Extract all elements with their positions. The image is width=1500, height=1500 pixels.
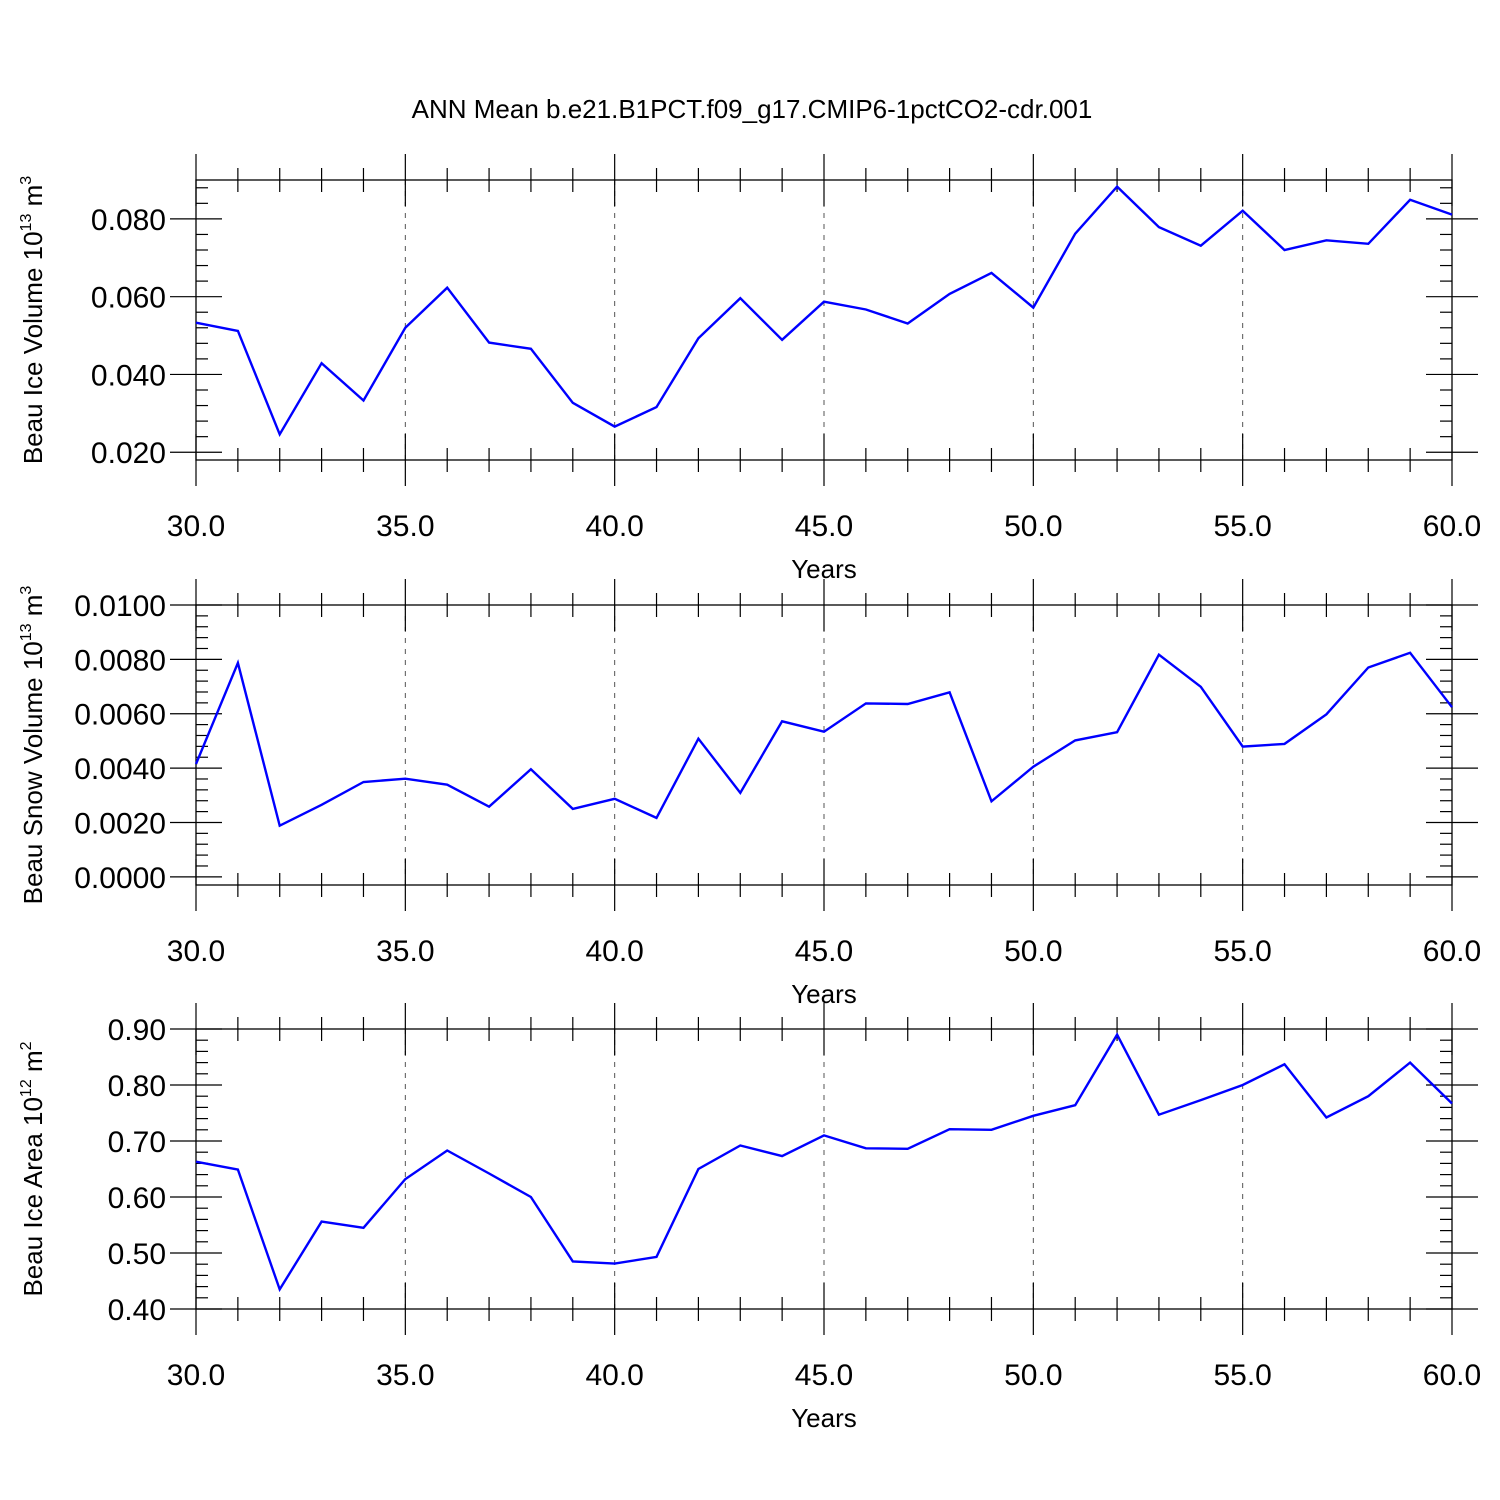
y-tick-label: 0.0100 (74, 590, 166, 623)
y-tick-label: 0.50 (108, 1238, 166, 1271)
y-axis-label-text: m (18, 1050, 48, 1079)
y-tick-label: 0.0080 (74, 644, 166, 677)
x-tick-label: 30.0 (167, 935, 225, 968)
y-tick-label: 0.0020 (74, 807, 166, 840)
x-tick-label: 60.0 (1423, 510, 1481, 543)
y-tick-label: 0.080 (91, 204, 166, 237)
y-tick-label: 0.060 (91, 282, 166, 315)
x-tick-label: 55.0 (1213, 1359, 1271, 1392)
series-line (194, 651, 1453, 828)
plot-frame (195, 1028, 1453, 1310)
y-axis-label-superscript: 3 (18, 176, 35, 185)
panels: 0.020 0.040 0.060 0.080 30.0 35.0 40.0 45.0 50.0… (18, 154, 1481, 1433)
x-tick-label: 40.0 (585, 510, 643, 543)
x-tick-label: 40.0 (585, 1359, 643, 1392)
x-tick-label: 60.0 (1423, 935, 1481, 968)
x-tick-label: 35.0 (376, 510, 434, 543)
y-axis-label-text: m (18, 185, 48, 214)
panel-1: 0.020 0.040 0.060 0.080 30.0 35.0 40.0 45.0 50.0… (18, 154, 1481, 584)
y-axis-label-text: m (18, 595, 48, 624)
y-tick-label: 0.60 (108, 1182, 166, 1215)
y-axis-label-text: Beau Ice Area 10 (18, 1097, 48, 1296)
x-tick-label: 45.0 (795, 1359, 853, 1392)
plot-frame (195, 179, 1453, 461)
panel-3: 0.40 0.50 0.60 0.70 0.80 0.90 30.0 35.0 40.0 45.0… (18, 1003, 1481, 1433)
y-axis-label-superscript: 2 (18, 1041, 35, 1050)
x-tick-label: 60.0 (1423, 1359, 1481, 1392)
y-axis-label-superscript: 12 (18, 1079, 35, 1097)
series-line (195, 1032, 1453, 1293)
series-line (195, 184, 1453, 438)
y-tick-label: 0.40 (108, 1294, 166, 1327)
y-tick-label: 0.0000 (74, 862, 166, 895)
y-axis-label: Beau Ice Volume 1013 m3 (18, 176, 48, 464)
x-tick-label: 30.0 (167, 510, 225, 543)
x-tick-label: 40.0 (585, 935, 643, 968)
y-tick-label: 0.0040 (74, 753, 166, 786)
y-axis-label-superscript: 13 (18, 214, 35, 232)
x-tick-label: 50.0 (1004, 935, 1062, 968)
x-tick-label: 45.0 (795, 510, 853, 543)
x-tick-label: 55.0 (1213, 935, 1271, 968)
x-tick-label: 55.0 (1213, 510, 1271, 543)
x-tick-label: 35.0 (376, 1359, 434, 1392)
y-tick-label: 0.90 (108, 1014, 166, 1047)
chart-title: ANN Mean b.e21.B1PCT.f09_g17.CMIP6-1pctC… (412, 94, 1093, 124)
panel-2: 0.0000 0.0020 0.0040 0.0060 0.0080 0.0100 30.0… (18, 579, 1481, 1009)
y-axis-label: Beau Ice Area 1012 m2 (18, 1041, 48, 1296)
y-axis-label-text: Beau Snow Volume 10 (18, 641, 48, 904)
y-axis-label-superscript: 13 (18, 623, 35, 641)
y-tick-label: 0.80 (108, 1070, 166, 1103)
x-axis-label: Years (791, 1403, 857, 1433)
y-tick-label: 0.040 (91, 359, 166, 392)
x-tick-label: 30.0 (167, 1359, 225, 1392)
y-tick-label: 0.0060 (74, 699, 166, 732)
x-tick-label: 45.0 (795, 935, 853, 968)
x-tick-label: 50.0 (1004, 1359, 1062, 1392)
y-tick-label: 0.70 (108, 1126, 166, 1159)
y-axis-label-text: Beau Ice Volume 10 (18, 231, 48, 464)
y-axis-label: Beau Snow Volume 1013 m3 (18, 586, 48, 905)
y-tick-label: 0.020 (91, 437, 166, 470)
x-tick-label: 50.0 (1004, 510, 1062, 543)
x-tick-label: 35.0 (376, 935, 434, 968)
y-axis-label-superscript: 3 (18, 586, 35, 595)
